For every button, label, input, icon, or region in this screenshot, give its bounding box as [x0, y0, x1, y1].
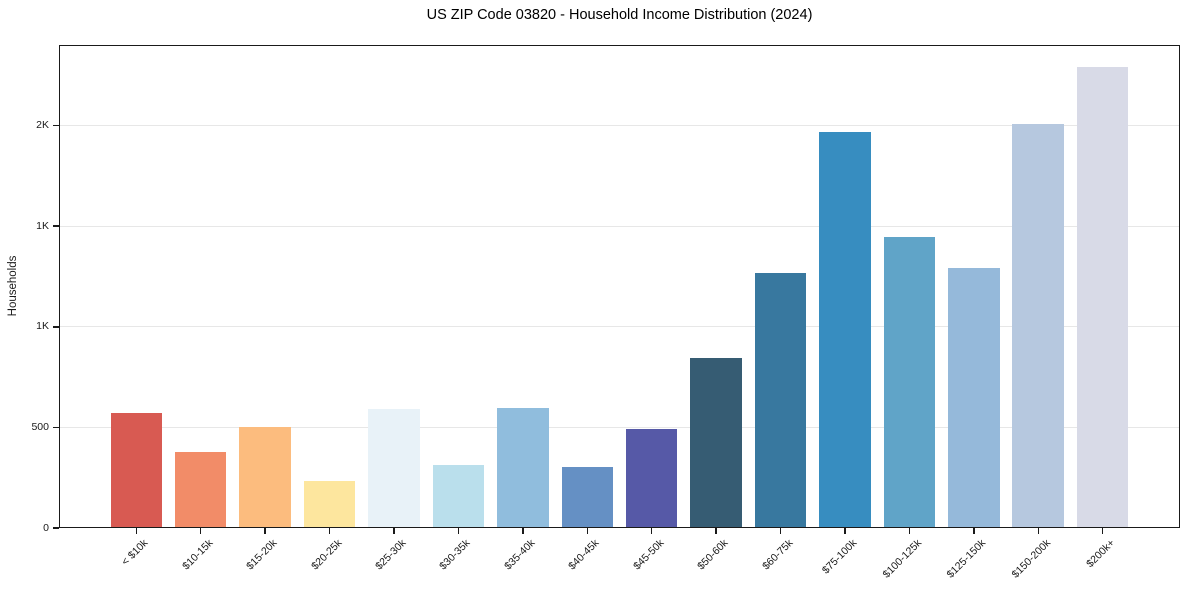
y-tick-label: 2K	[36, 119, 49, 131]
bar-$75-100k	[819, 131, 871, 528]
x-tick-mark	[135, 528, 138, 534]
x-tick-label: $20-25k	[308, 537, 345, 573]
y-tick-label: 0	[43, 521, 49, 534]
x-tick-mark	[844, 528, 846, 534]
x-tick-label: $50-60k	[695, 537, 731, 573]
x-tick-label: $60-75k	[759, 537, 796, 573]
x-tick-mark	[328, 528, 331, 534]
bar-$15-20k	[239, 427, 291, 528]
x-tick-label: $15-20k	[244, 537, 280, 573]
bar-$100-125k	[883, 237, 936, 528]
x-tick-label: < $10k	[119, 537, 151, 568]
bar-$25-30k	[368, 409, 420, 528]
y-axis-label: Households	[7, 255, 19, 317]
x-tick-label: $10-15k	[179, 537, 216, 573]
bar-$10-15k	[174, 451, 227, 528]
gridline-1K	[60, 326, 1179, 328]
x-tick-mark	[779, 528, 782, 534]
y-tick-mark	[52, 426, 59, 429]
x-tick-mark	[1037, 528, 1039, 534]
x-tick-mark	[522, 528, 524, 534]
y-tick-label: 1K	[36, 219, 49, 232]
x-tick-label: $45-50k	[630, 537, 667, 573]
x-tick-mark	[715, 528, 717, 534]
x-tick-label: $75-100k	[820, 537, 860, 577]
x-tick-mark	[973, 528, 975, 534]
x-tick-mark	[650, 528, 653, 534]
x-tick-mark	[199, 528, 202, 534]
x-tick-label: $125-150k	[944, 537, 989, 581]
bar-$20-25k	[303, 480, 356, 528]
bar-$40-45k	[561, 466, 614, 528]
bar-$30-35k	[432, 465, 485, 528]
x-tick-mark	[264, 528, 266, 534]
y-tick-mark	[52, 326, 59, 328]
y-tick-label: 1K	[36, 320, 49, 333]
bar-$60-75k	[754, 273, 807, 528]
bar-$200k+	[1076, 66, 1129, 528]
gridline-500	[60, 426, 1179, 428]
x-tick-label: $35-40k	[502, 537, 538, 573]
x-tick-label: $25-30k	[373, 537, 409, 573]
x-tick-mark	[1101, 528, 1104, 534]
chart-title: US ZIP Code 03820 - Household Income Dis…	[426, 7, 813, 23]
bar-$150-200k	[1012, 124, 1065, 528]
bar-$35-40k	[497, 407, 549, 528]
x-tick-label: $100-125k	[880, 537, 924, 581]
x-tick-label: $40-45k	[566, 537, 602, 573]
x-tick-label: $150-200k	[1009, 537, 1053, 581]
x-tick-mark	[586, 528, 589, 534]
y-tick-label: 500	[31, 420, 49, 433]
x-tick-label: $30-35k	[437, 537, 473, 573]
bar-< $10k	[110, 413, 163, 528]
bar-$45-50k	[625, 429, 678, 528]
x-tick-label: $200k+	[1084, 537, 1118, 571]
y-tick-mark	[52, 225, 59, 227]
bar-$50-60k	[690, 357, 742, 528]
y-tick-mark	[52, 124, 59, 127]
gridline-1K	[60, 225, 1179, 227]
x-tick-mark	[457, 528, 460, 534]
bar-$125-150k	[948, 268, 1000, 528]
x-tick-mark	[908, 528, 911, 534]
gridline-2K	[60, 125, 1179, 126]
x-tick-mark	[393, 528, 395, 534]
y-tick-mark	[52, 527, 59, 529]
